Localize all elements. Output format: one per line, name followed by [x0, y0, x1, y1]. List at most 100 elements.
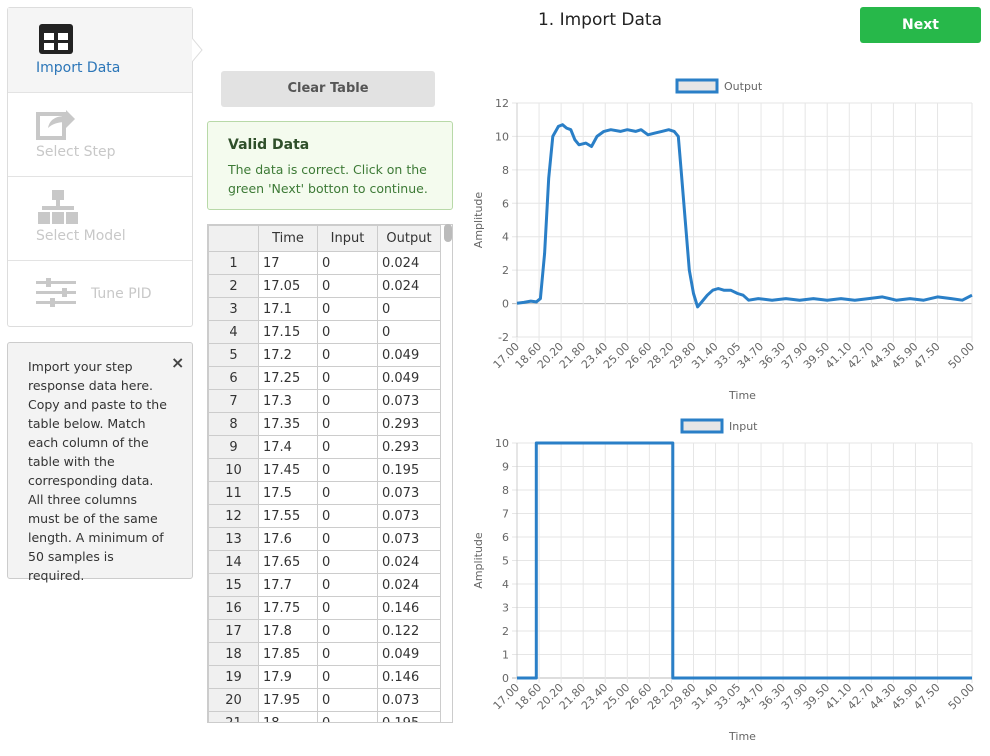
table-cell: 0 [317, 458, 378, 482]
scrollbar[interactable] [444, 224, 452, 242]
table-cell: 0.195 [377, 458, 441, 482]
share-icon [36, 110, 75, 140]
sliders-icon [36, 278, 76, 307]
table-cell: 17.7 [258, 573, 318, 597]
table-row: 5 17.2 0 0.049 [208, 343, 441, 367]
nav-panel: Import Data Select Step Select Model Tun… [7, 7, 193, 327]
nav-pointer [192, 38, 203, 62]
row-index: 1 [208, 251, 259, 275]
table-row: 8 17.35 0 0.293 [208, 412, 441, 436]
info-text: Import your step response data here. Cop… [28, 359, 167, 583]
table-cell: 0 [317, 274, 378, 298]
table-row: 13 17.6 0 0.073 [208, 527, 441, 551]
table-cell: 0 [317, 527, 378, 551]
y-tick-label: 12 [495, 97, 509, 110]
column-header: Time [258, 225, 318, 252]
data-line [517, 441, 972, 680]
row-index: 8 [208, 412, 259, 436]
table-icon [39, 24, 73, 54]
y-axis-title: Amplitude [472, 532, 485, 589]
table-cell: 17.95 [258, 688, 318, 712]
table-cell: 0.122 [377, 619, 441, 643]
nav-item[interactable]: Select Model [8, 176, 192, 261]
table-cell: 0 [317, 297, 378, 321]
y-tick-label: 6 [502, 531, 509, 544]
column-header: Input [317, 225, 378, 252]
row-index: 12 [208, 504, 259, 528]
table-cell: 0 [377, 320, 441, 344]
table-row: 20 17.95 0 0.073 [208, 688, 441, 712]
table-row: 7 17.3 0 0.073 [208, 389, 441, 413]
row-index: 16 [208, 596, 259, 620]
data-table: Time Input Output 1 17 0 0.024 2 17.05 0 0.024 3 17.… [207, 224, 453, 723]
row-index: 6 [208, 366, 259, 390]
nav-item[interactable]: Tune PID [8, 260, 192, 326]
table-cell: 0 [317, 412, 378, 436]
nav-label: Select Model [36, 228, 126, 244]
x-tick-label: 50.00 [946, 681, 977, 712]
table-row: 18 17.85 0 0.049 [208, 642, 441, 666]
y-tick-label: 8 [502, 164, 509, 177]
notice: Valid Data The data is correct. Click on… [207, 121, 453, 210]
y-tick-label: 4 [502, 578, 509, 591]
legend-swatch [680, 418, 724, 434]
y-tick-label: 10 [495, 130, 509, 143]
nav-label: Select Step [36, 144, 116, 160]
legend-label: Output [724, 80, 763, 93]
table-cell: 17.2 [258, 343, 318, 367]
table-cell: 17.45 [258, 458, 318, 482]
info-panel: Import your step response data here. Cop… [7, 342, 193, 583]
table-row: 1 17 0 0.024 [208, 251, 441, 275]
legend-swatch [675, 78, 719, 94]
table-row: 12 17.55 0 0.073 [208, 504, 441, 528]
table-cell: 0 [317, 389, 378, 413]
row-index: 18 [208, 642, 259, 666]
table-cell: 0.049 [377, 343, 441, 367]
next-button[interactable]: Next [860, 7, 981, 43]
table-cell: 17.55 [258, 504, 318, 528]
y-tick-label: 8 [502, 484, 509, 497]
table-cell: 0 [317, 550, 378, 574]
table-cell: 0.146 [377, 665, 441, 689]
row-index: 5 [208, 343, 259, 367]
clear-button[interactable]: Clear Table [221, 71, 435, 107]
table-cell: 17.75 [258, 596, 318, 620]
y-tick-label: -2 [498, 331, 509, 344]
model-icon [38, 190, 78, 224]
table-row: 2 17.05 0 0.024 [208, 274, 441, 298]
legend-label: Input [729, 420, 758, 433]
page-title: 1. Import Data [537, 10, 663, 30]
table-cell: 0 [377, 297, 441, 321]
y-tick-label: 2 [502, 625, 509, 638]
notice-text: The data is correct. Click on the green … [228, 162, 428, 196]
row-index: 17 [208, 619, 259, 643]
table-cell: 0 [317, 320, 378, 344]
y-tick-label: 1 [502, 649, 509, 662]
close-button[interactable]: × [171, 353, 185, 372]
nav-item[interactable]: Import Data [8, 8, 192, 93]
x-axis-title: Time [728, 730, 756, 743]
x-axis-title: Time [728, 389, 756, 402]
table-cell: 0.073 [377, 688, 441, 712]
y-axis-title: Amplitude [472, 192, 485, 249]
table-cell: 0.024 [377, 550, 441, 574]
row-index: 3 [208, 297, 259, 321]
y-tick-label: 10 [495, 437, 509, 450]
table-cell: 0.073 [377, 481, 441, 505]
nav-label: Tune PID [91, 286, 152, 302]
y-tick-label: 3 [502, 602, 509, 615]
y-tick-label: 0 [502, 672, 509, 685]
table-cell: 0.073 [377, 389, 441, 413]
y-tick-label: 9 [502, 461, 509, 474]
table-cell: 0.024 [377, 274, 441, 298]
data-line [516, 123, 973, 309]
nav-item[interactable]: Select Step [8, 92, 192, 177]
y-tick-label: 5 [502, 555, 509, 568]
table-row: 4 17.15 0 0 [208, 320, 441, 344]
header-row: Time Input Output [208, 225, 441, 252]
table-cell: 0.293 [377, 435, 441, 459]
table-row: 3 17.1 0 0 [208, 297, 441, 321]
row-index: 19 [208, 665, 259, 689]
table-cell: 0.024 [377, 251, 441, 275]
